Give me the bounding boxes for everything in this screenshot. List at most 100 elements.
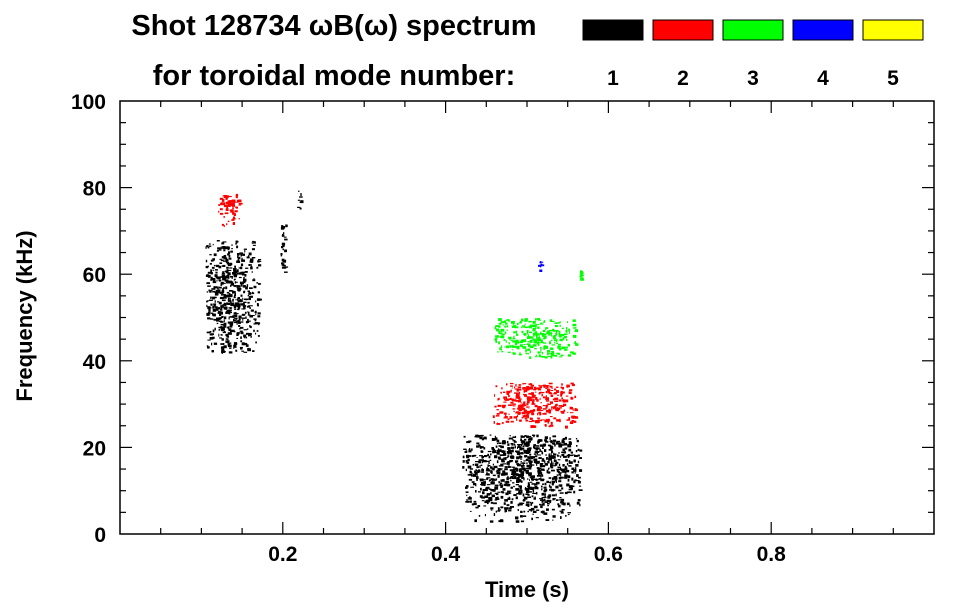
spectrum-speck xyxy=(211,266,215,269)
spectrum-speck xyxy=(520,520,525,523)
spectrum-speck xyxy=(478,491,481,493)
spectrum-speck xyxy=(499,468,503,470)
spectrum-speck xyxy=(473,473,476,476)
spectrum-speck xyxy=(251,292,255,295)
spectrum-speck xyxy=(539,498,543,500)
spectrum-speck xyxy=(512,482,515,484)
spectrum-speck xyxy=(575,480,580,482)
spectrum-speck xyxy=(509,477,512,480)
spectrum-speck xyxy=(217,301,220,303)
spectrum-speck xyxy=(539,269,543,272)
spectrum-speck xyxy=(549,455,551,457)
spectrum-speck xyxy=(533,444,536,447)
spectrum-speck xyxy=(558,473,561,476)
spectrum-speck xyxy=(221,351,223,354)
spectrum-speck xyxy=(239,317,241,320)
spectrum-speck xyxy=(528,466,532,470)
spectrum-speck xyxy=(219,337,222,339)
spectrum-speck xyxy=(247,290,250,292)
x-tick-label: 0.6 xyxy=(594,543,623,566)
spectrum-speck xyxy=(282,248,284,251)
spectrum-speck xyxy=(579,469,583,472)
spectrum-speck xyxy=(518,485,522,488)
spectrum-speck xyxy=(256,282,259,284)
spectrum-speck xyxy=(483,505,487,507)
spectrum-speck xyxy=(568,460,571,463)
spectrum-speck xyxy=(239,253,242,255)
spectrum-speck xyxy=(523,450,528,453)
spectrum-speck xyxy=(511,349,513,351)
spectrum-speck xyxy=(557,407,559,410)
spectrum-speck xyxy=(561,397,563,400)
spectrum-speck xyxy=(533,456,535,459)
spectrum-speck xyxy=(540,346,542,350)
spectrum-speck xyxy=(510,446,515,449)
spectrum-speck xyxy=(531,501,534,504)
spectrum-speck xyxy=(236,305,241,307)
spectrum-speck xyxy=(545,327,547,330)
spectrum-speck xyxy=(573,459,576,463)
spectrum-speck xyxy=(218,317,221,320)
spectrum-speck xyxy=(503,483,508,486)
spectrum-speck xyxy=(241,252,243,254)
spectrum-speck xyxy=(533,388,536,391)
spectrum-speck xyxy=(505,340,507,343)
spectrum-speck xyxy=(498,330,501,334)
spectrum-speck xyxy=(548,333,551,336)
spectrum-speck xyxy=(225,270,229,274)
spectrum-speck xyxy=(207,285,211,287)
spectrum-speck xyxy=(510,382,514,385)
spectrum-speck xyxy=(243,271,246,274)
spectrum-speck xyxy=(565,339,568,341)
spectrum-speck xyxy=(227,343,231,346)
spectrum-speck xyxy=(206,301,208,303)
spectrum-speck xyxy=(212,258,215,261)
spectrum-speck xyxy=(219,212,224,215)
spectrum-speck xyxy=(527,334,529,337)
spectrum-speck xyxy=(251,242,254,244)
spectrum-speck xyxy=(512,352,514,354)
spectrum-speck xyxy=(529,386,534,390)
spectrum-speck xyxy=(505,457,509,459)
spectrum-speck xyxy=(532,478,537,480)
spectrum-speck xyxy=(547,495,551,499)
spectrum-speck xyxy=(501,460,505,463)
spectrum-speck xyxy=(206,312,210,316)
spectrum-speck xyxy=(548,392,553,395)
spectrum-speck xyxy=(512,408,515,410)
spectrum-speck xyxy=(527,341,530,343)
spectrum-speck xyxy=(568,488,573,491)
spectrum-speck xyxy=(519,487,522,490)
spectrum-speck xyxy=(553,406,555,410)
spectrum-speck xyxy=(462,466,465,469)
spectrum-speck xyxy=(235,320,239,323)
spectrum-speck xyxy=(559,324,561,327)
spectrum-speck xyxy=(531,393,534,396)
spectrum-speck xyxy=(495,493,499,496)
spectrum-speck xyxy=(222,241,227,243)
spectrum-speck xyxy=(536,509,540,511)
spectrum-speck xyxy=(518,473,522,477)
spectrum-speck xyxy=(499,519,504,523)
spectrum-speck xyxy=(526,411,531,414)
spectrum-speck xyxy=(210,269,212,272)
spectrum-speck xyxy=(541,352,544,355)
spectrum-speck xyxy=(532,399,535,402)
spectrum-speck xyxy=(489,466,493,469)
spectrum-speck xyxy=(544,439,547,442)
spectrum-speck xyxy=(576,474,579,477)
spectrum-speck xyxy=(514,392,518,394)
spectrum-speck xyxy=(560,498,565,502)
spectrum-speck xyxy=(252,350,255,352)
spectrum-speck xyxy=(549,486,552,489)
spectrum-speck xyxy=(535,324,539,326)
spectrum-speck xyxy=(560,516,562,519)
spectrum-speck xyxy=(526,464,531,468)
spectrum-speck xyxy=(527,478,529,480)
spectrum-speck xyxy=(227,272,229,275)
spectrum-speck xyxy=(219,208,223,211)
spectrum-speck xyxy=(487,464,489,468)
spectrum-speck xyxy=(569,421,574,424)
spectrum-speck xyxy=(492,469,495,471)
spectrum-speck xyxy=(486,477,491,479)
